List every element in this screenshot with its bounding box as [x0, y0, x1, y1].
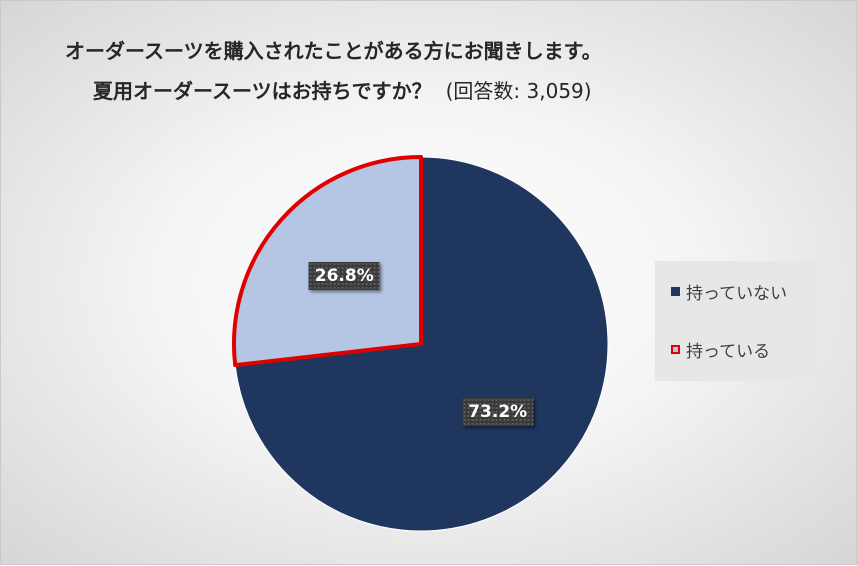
legend-swatch-0 — [671, 287, 680, 296]
legend-item-1: 持っている — [671, 337, 770, 362]
data-label-1: 26.8% — [308, 261, 380, 290]
respondent-count: (回答数: 3,059) — [445, 79, 592, 103]
legend: 持っていない 持っている — [655, 261, 818, 381]
legend-swatch-1 — [671, 345, 680, 354]
data-label-0: 73.2% — [462, 398, 534, 427]
legend-label-0: 持っていない — [686, 284, 788, 304]
chart-title-line1: オーダースーツを購入されたことがある方にお聞きします。 — [65, 39, 602, 63]
pie-slice-1 — [232, 155, 423, 368]
legend-label-1: 持っている — [686, 342, 771, 362]
chart-question: 夏用オーダースーツはお持ちですか？ — [93, 79, 432, 103]
legend-item-0: 持っていない — [671, 279, 787, 304]
chart-title-line2: 夏用オーダースーツはお持ちですか？ (回答数: 3,059) — [93, 75, 592, 104]
